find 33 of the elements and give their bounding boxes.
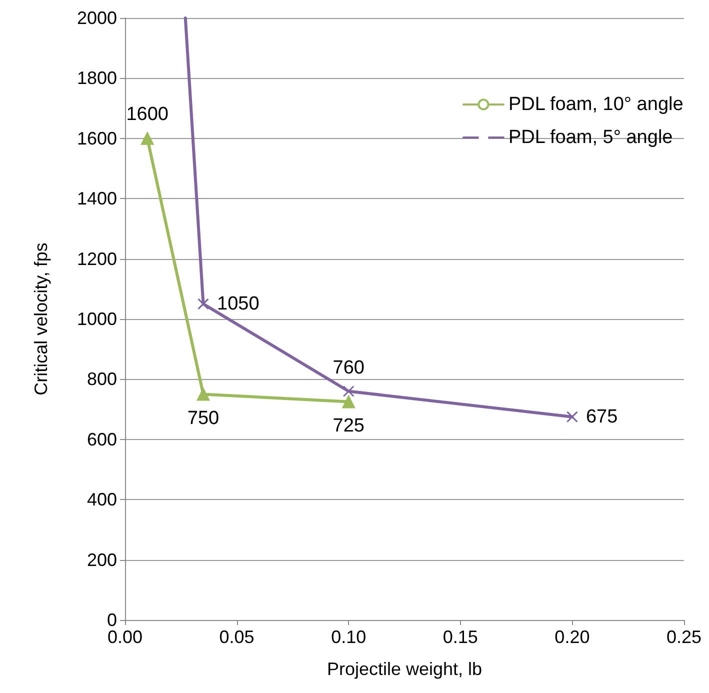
x-tick-label: 0.10	[331, 627, 366, 647]
data-label: 1050	[217, 293, 260, 314]
point	[140, 132, 154, 145]
y-tick-label: 1000	[76, 309, 117, 329]
point	[566, 411, 578, 423]
x-tick-label: 0.05	[219, 627, 254, 647]
y-tick-label: 400	[86, 490, 117, 510]
y-tick-label: 800	[86, 369, 117, 390]
y-tick-label: 0	[106, 610, 117, 630]
data-label: 760	[332, 357, 364, 378]
point	[342, 395, 356, 408]
y-tick-label: 2000	[76, 8, 117, 28]
x-tick-label: 0.20	[554, 627, 590, 647]
data-label: 725	[332, 415, 364, 436]
y-tick-label: 1600	[76, 128, 117, 148]
data-label: 1600	[126, 104, 168, 125]
y-tick-label: 1800	[76, 68, 117, 88]
point	[198, 298, 210, 310]
y-tick-label: 600	[86, 429, 117, 450]
y-tick-label: 1200	[76, 248, 117, 269]
point	[196, 388, 210, 401]
y-tick-label: 200	[86, 550, 117, 570]
x-tick-label: 0.15	[442, 627, 478, 647]
y-axis-title: Critical velocity, fps	[31, 242, 51, 396]
legend-label: PDL foam, 5° angle	[508, 127, 673, 148]
y-tick-label: 1400	[76, 188, 117, 209]
x-tick-label: 0.25	[666, 627, 702, 647]
x-tick-label: 0.00	[107, 627, 143, 647]
x-axis-title: Projectile weight, lb	[326, 659, 482, 679]
data-label: 750	[187, 408, 220, 429]
point	[342, 385, 354, 397]
data-label: 675	[586, 406, 618, 428]
legend-label: PDL foam, 10° angle	[508, 94, 684, 115]
